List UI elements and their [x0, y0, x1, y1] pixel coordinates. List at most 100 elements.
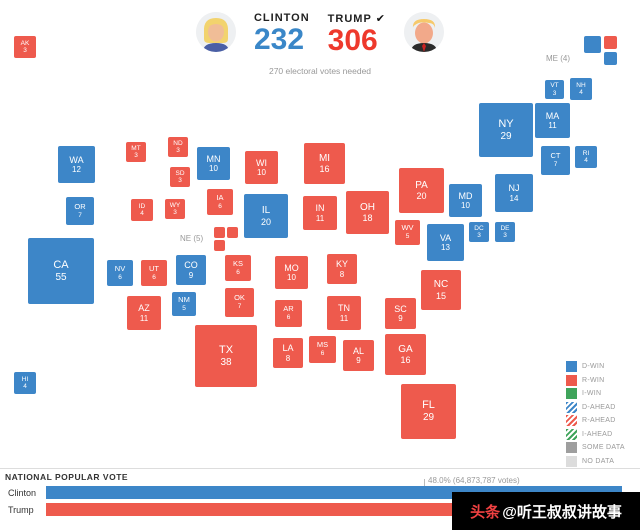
state-tile-IA[interactable]: IA 6: [207, 189, 233, 215]
state-tile-KS[interactable]: KS 6: [225, 255, 251, 281]
legend-swatch: [566, 374, 577, 386]
popular-vote-annotation: 48.0% (64,873,787 votes): [428, 476, 520, 485]
legend-swatch: [566, 401, 577, 413]
trump-electoral-votes: 306: [327, 24, 378, 57]
legend-item-r-win: R-WIN: [566, 374, 625, 386]
legend-label: I-AHEAD: [582, 430, 613, 438]
split-district-square[interactable]: [227, 227, 238, 238]
state-tile-MT[interactable]: MT 3: [126, 142, 146, 162]
state-tile-CO[interactable]: CO 9: [176, 255, 206, 285]
legend-label: D-WIN: [582, 363, 605, 370]
state-tile-NJ[interactable]: NJ 14: [495, 174, 533, 212]
state-tile-MS[interactable]: MS 6: [309, 336, 336, 363]
state-tile-TN[interactable]: TN 11: [327, 296, 361, 330]
state-tile-NH[interactable]: NH 4: [570, 78, 592, 100]
legend-item-i-ahead: I-AHEAD: [566, 428, 625, 440]
state-tile-DE[interactable]: DE 3: [495, 222, 515, 242]
legend-label: R-AHEAD: [582, 417, 616, 424]
state-tile-TX[interactable]: TX 38: [195, 325, 257, 387]
split-district-square[interactable]: [214, 240, 225, 251]
header: CLINTON 232 TRUMP ✔ 306: [195, 12, 445, 57]
map-legend: D-WIN R-WIN I-WIN D-AHEAD R-AHEAD I-AHEAD SOME…: [566, 361, 625, 469]
state-tile-PA[interactable]: PA 20: [399, 168, 444, 213]
state-tile-ID[interactable]: ID 4: [131, 199, 153, 221]
legend-swatch: [566, 428, 577, 440]
watermark: 头条 @听王叔叔讲故事: [452, 492, 640, 530]
popular-vote-title: NATIONAL POPULAR VOTE: [5, 472, 129, 482]
legend-label: R-WIN: [582, 376, 605, 384]
legend-item-d-win: D-WIN: [566, 361, 625, 372]
popular-vote-annotation-tick: [424, 479, 425, 488]
legend-item-some-data: SOME DATA: [566, 442, 625, 453]
state-tile-IN[interactable]: IN 11: [303, 196, 337, 230]
state-tile-MD[interactable]: MD 10: [449, 184, 482, 217]
state-tile-IL[interactable]: IL 20: [244, 194, 288, 238]
legend-swatch: [566, 442, 577, 453]
legend-label: I-WIN: [582, 390, 602, 397]
state-tile-CA[interactable]: CA 55: [28, 238, 94, 304]
state-tile-LA[interactable]: LA 8: [273, 338, 303, 368]
state-tile-MO[interactable]: MO 10: [275, 256, 308, 289]
clinton-summary: CLINTON 232: [254, 12, 310, 56]
legend-swatch: [566, 388, 577, 399]
split-district-square[interactable]: [604, 36, 617, 49]
state-tile-VT[interactable]: VT 3: [545, 80, 564, 99]
legend-swatch: [566, 455, 577, 467]
state-tile-VA[interactable]: VA 13: [427, 224, 464, 261]
state-tile-WY[interactable]: WY 3: [165, 199, 185, 219]
state-tile-AL[interactable]: AL 9: [343, 340, 374, 371]
trump-bar-label: Trump: [8, 505, 34, 515]
state-tile-SC[interactable]: SC 9: [385, 298, 416, 329]
clinton-avatar: [195, 12, 236, 52]
split-district-square[interactable]: [584, 36, 601, 53]
watermark-logo: 头条: [470, 503, 501, 521]
state-tile-HI[interactable]: HI 4: [14, 372, 36, 394]
state-tile-ND[interactable]: ND 3: [168, 137, 188, 157]
state-tile-AZ[interactable]: AZ 11: [127, 296, 161, 330]
clinton-electoral-votes: 232: [253, 23, 305, 56]
legend-item-no-data: NO DATA: [566, 455, 625, 467]
state-tile-NV[interactable]: NV 6: [107, 260, 133, 286]
trump-name: TRUMP ✔: [327, 13, 387, 25]
electoral-votes-needed-note: 270 electoral votes needed: [268, 66, 372, 76]
state-tile-NY[interactable]: NY 29: [479, 103, 533, 157]
state-tile-AR[interactable]: AR 6: [275, 300, 302, 327]
state-tile-MN[interactable]: MN 10: [197, 147, 230, 180]
state-tile-NC[interactable]: NC 15: [421, 270, 461, 310]
split-district-square[interactable]: [214, 227, 225, 238]
popular-vote-divider: [0, 468, 640, 469]
split-state-label: ME (4): [546, 54, 570, 63]
state-tile-OR[interactable]: OR 7: [66, 197, 94, 225]
legend-swatch: [566, 415, 577, 426]
legend-item-d-ahead: D-AHEAD: [566, 401, 625, 413]
state-tile-OH[interactable]: OH 18: [346, 191, 389, 234]
state-tile-WA[interactable]: WA 12: [58, 146, 95, 183]
state-tile-SD[interactable]: SD 3: [170, 167, 190, 187]
split-district-square[interactable]: [604, 52, 617, 65]
state-tile-MI[interactable]: MI 16: [304, 143, 345, 184]
legend-item-i-win: I-WIN: [566, 388, 625, 399]
clinton-name: CLINTON: [253, 12, 310, 24]
legend-label: SOME DATA: [582, 444, 625, 451]
legend-label: NO DATA: [582, 457, 615, 465]
state-tile-DC[interactable]: DC 3: [469, 222, 489, 242]
watermark-handle: @听王叔叔讲故事: [502, 503, 622, 521]
state-tile-KY[interactable]: KY 8: [327, 254, 357, 284]
state-tile-WV[interactable]: WV 5: [395, 220, 420, 245]
state-tile-CT[interactable]: CT 7: [541, 146, 570, 175]
split-state-label: NE (5): [180, 234, 204, 243]
state-tile-FL[interactable]: FL 29: [401, 384, 456, 439]
state-tile-RI[interactable]: RI 4: [575, 146, 597, 168]
legend-swatch: [566, 361, 577, 372]
winner-check-icon: ✔: [375, 13, 387, 25]
state-tile-AK[interactable]: AK 3: [14, 36, 36, 58]
state-tile-UT[interactable]: UT 6: [141, 260, 167, 286]
state-tile-GA[interactable]: GA 16: [385, 334, 426, 375]
state-tile-WI[interactable]: WI 10: [245, 151, 278, 184]
legend-label: D-AHEAD: [582, 403, 616, 411]
state-tile-MA[interactable]: MA 11: [535, 103, 570, 138]
state-tile-OK[interactable]: OK 7: [225, 288, 254, 317]
state-tile-NM[interactable]: NM 5: [172, 292, 196, 316]
